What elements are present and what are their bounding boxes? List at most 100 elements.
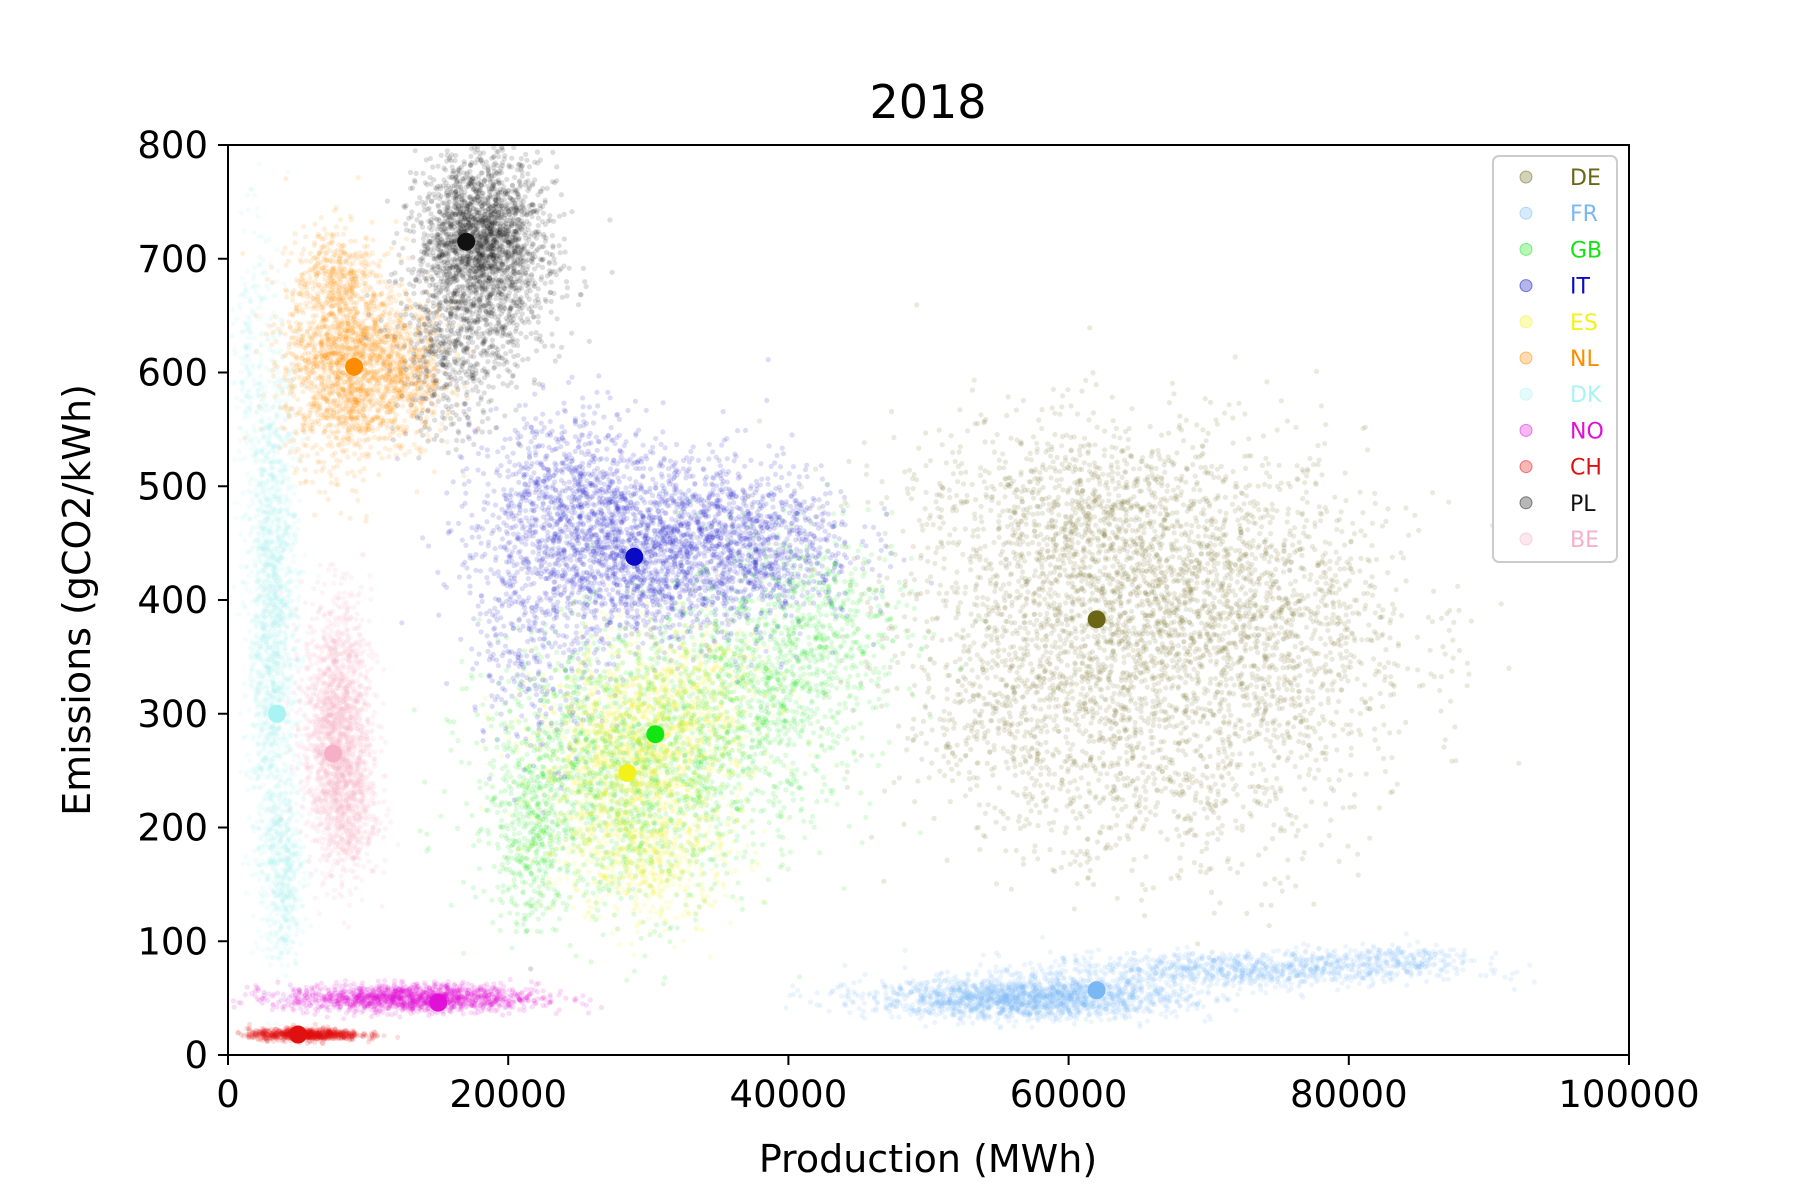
data-point-de bbox=[947, 494, 953, 501]
data-point-de bbox=[1232, 724, 1238, 730]
data-point-de bbox=[1063, 572, 1070, 578]
data-point-de bbox=[1053, 564, 1059, 570]
data-point-de bbox=[1351, 804, 1357, 810]
data-point-de bbox=[1062, 465, 1068, 472]
data-point-de bbox=[1259, 462, 1265, 468]
data-point-de bbox=[1038, 475, 1044, 481]
data-point-de bbox=[1031, 522, 1037, 528]
data-point-de bbox=[1192, 748, 1198, 754]
data-point-de bbox=[1218, 616, 1224, 623]
data-point-de bbox=[980, 659, 986, 665]
data-point-de bbox=[1229, 606, 1235, 612]
data-point-de bbox=[1073, 466, 1079, 472]
data-point-de bbox=[1084, 848, 1090, 855]
data-point-de bbox=[1112, 787, 1118, 793]
data-point-de bbox=[1265, 679, 1271, 685]
data-point-de bbox=[1233, 626, 1239, 632]
data-point-de bbox=[1044, 658, 1050, 665]
data-point-de bbox=[1259, 675, 1265, 681]
data-point-de bbox=[985, 802, 991, 808]
data-point-de bbox=[1133, 478, 1139, 484]
data-point-de bbox=[1168, 627, 1174, 633]
data-point-de bbox=[1315, 651, 1321, 657]
data-point-de bbox=[996, 457, 1002, 463]
data-point-de bbox=[1087, 758, 1093, 765]
data-point-de bbox=[1112, 503, 1118, 509]
data-point-de bbox=[940, 598, 946, 604]
data-point-de bbox=[1028, 732, 1034, 739]
data-point-de bbox=[1078, 522, 1084, 528]
data-point-de bbox=[1140, 610, 1146, 616]
data-point-de bbox=[1228, 712, 1234, 719]
data-point-de bbox=[986, 470, 992, 476]
data-point-de bbox=[1004, 412, 1010, 419]
data-point-de bbox=[1372, 490, 1378, 496]
data-point-de bbox=[1132, 517, 1138, 523]
data-point-de bbox=[944, 726, 950, 733]
data-point-de bbox=[858, 752, 864, 759]
data-point-de bbox=[1265, 461, 1271, 467]
data-point-de bbox=[1282, 561, 1288, 567]
data-point-de bbox=[1293, 814, 1299, 821]
data-point-de bbox=[1069, 599, 1075, 605]
data-point-de bbox=[1205, 831, 1211, 837]
data-point-de bbox=[1055, 685, 1061, 691]
data-point-de bbox=[1052, 410, 1058, 416]
data-point-de bbox=[1207, 540, 1213, 546]
data-point-de bbox=[1032, 568, 1039, 574]
data-point-de bbox=[1025, 541, 1031, 547]
data-point-de bbox=[1075, 612, 1081, 618]
data-point-de bbox=[1227, 743, 1233, 749]
data-point-de bbox=[1272, 727, 1278, 733]
data-point-de bbox=[1154, 765, 1160, 771]
data-point-de bbox=[1061, 641, 1067, 647]
data-point-de bbox=[1187, 595, 1193, 601]
data-point-de bbox=[1205, 736, 1211, 743]
data-point-de bbox=[975, 674, 981, 680]
data-point-de bbox=[1215, 611, 1221, 617]
data-point-de bbox=[1298, 754, 1304, 761]
data-point-de bbox=[1220, 758, 1226, 765]
data-point-de bbox=[1348, 566, 1354, 572]
data-point-de bbox=[1369, 574, 1375, 580]
data-point-de bbox=[1276, 754, 1282, 760]
data-point-de bbox=[1330, 600, 1336, 607]
data-point-de bbox=[1456, 607, 1462, 614]
data-point-de bbox=[1087, 650, 1093, 657]
data-point-de bbox=[1213, 536, 1219, 542]
data-point-de bbox=[1022, 613, 1028, 619]
data-point-de bbox=[1018, 645, 1024, 651]
data-point-de bbox=[1063, 513, 1069, 519]
data-point-de bbox=[1324, 508, 1330, 515]
data-point-de bbox=[1037, 657, 1043, 663]
data-point-de bbox=[995, 611, 1001, 617]
data-point-de bbox=[1061, 560, 1067, 567]
data-point-de bbox=[1151, 663, 1157, 669]
data-point-de bbox=[1120, 646, 1126, 652]
data-point-de bbox=[1129, 778, 1135, 784]
data-point-de bbox=[1071, 434, 1077, 440]
data-point-de bbox=[1297, 598, 1303, 604]
data-point-de bbox=[1124, 517, 1130, 524]
data-point-de bbox=[1323, 662, 1329, 668]
data-point-de bbox=[1355, 872, 1361, 878]
data-point-de bbox=[1155, 447, 1161, 454]
data-point-de bbox=[1312, 591, 1318, 597]
data-point-de bbox=[861, 440, 867, 446]
data-point-de bbox=[947, 799, 953, 805]
data-point-de bbox=[1201, 806, 1207, 812]
data-point-de bbox=[1307, 767, 1313, 773]
data-point-de bbox=[1166, 430, 1172, 436]
data-point-de bbox=[1239, 680, 1245, 686]
data-point-de bbox=[1103, 715, 1109, 722]
data-point-de bbox=[1235, 572, 1241, 578]
data-point-de bbox=[1309, 666, 1315, 673]
data-point-de bbox=[1117, 771, 1124, 777]
data-point-de bbox=[1124, 761, 1130, 767]
data-point-de bbox=[1253, 729, 1259, 735]
data-point-de bbox=[864, 463, 870, 469]
data-point-de bbox=[1272, 547, 1279, 554]
data-point-de bbox=[1158, 788, 1164, 794]
data-point-de bbox=[1062, 830, 1068, 836]
data-point-de bbox=[1342, 470, 1348, 476]
